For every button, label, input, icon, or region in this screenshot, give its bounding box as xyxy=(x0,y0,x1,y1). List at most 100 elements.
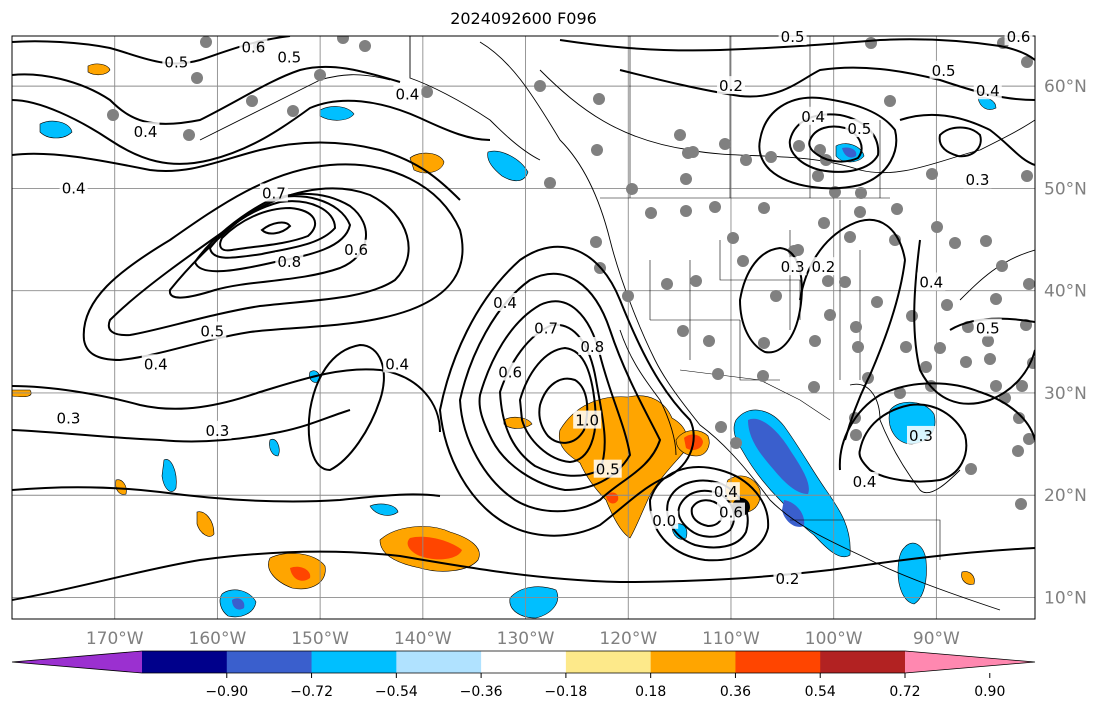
station-markers xyxy=(107,36,1035,510)
contour-label-background xyxy=(973,318,1002,337)
contour-label-background xyxy=(716,76,745,95)
contour-label-background xyxy=(778,27,807,46)
colorbar-segment xyxy=(396,651,482,673)
positive-anomaly-patch xyxy=(115,479,127,495)
contour-label: 0.2 xyxy=(776,570,800,588)
colorbar-over-triangle xyxy=(905,651,1035,673)
contour-label-background xyxy=(711,482,740,501)
contour-label-background xyxy=(716,502,745,521)
negative-anomaly-patch xyxy=(897,542,927,605)
contour-label: 0.6 xyxy=(498,364,522,382)
map-gridlines xyxy=(12,36,1035,619)
colorbar-segment xyxy=(565,651,652,673)
negative-anomaly-patch xyxy=(161,459,177,492)
negative-anomaly-patch xyxy=(369,503,399,516)
isolines xyxy=(12,36,1035,601)
contour-label-background xyxy=(59,178,88,197)
colorbar-tick-label: −0.72 xyxy=(290,684,333,700)
contour-label-background xyxy=(778,257,807,276)
longitude-label: 170°W xyxy=(86,629,144,649)
map-title: 2024092600 F096 xyxy=(450,9,597,28)
contour-label: 0.5 xyxy=(847,120,871,138)
contour-label: 0.5 xyxy=(932,62,956,80)
contour-label-background xyxy=(275,252,304,271)
colorbar-tick-label: 0.54 xyxy=(805,684,836,700)
colorbar-segment xyxy=(735,651,821,673)
negative-anomaly-patch xyxy=(232,598,245,610)
colorbar-tick-label: −0.18 xyxy=(544,684,587,700)
contour-label: 0.2 xyxy=(811,258,835,276)
contour-label: 0.3 xyxy=(966,171,990,189)
negative-anomaly-patch xyxy=(269,438,280,457)
contour-label: 0.4 xyxy=(62,179,86,197)
longitude-labels: 170°W 160°W 150°W 140°W 130°W 120°W 110°W 100°W… xyxy=(86,629,960,649)
colorbar-under-triangle xyxy=(12,651,142,673)
contour-label-background xyxy=(809,257,838,276)
contour-label-background xyxy=(275,47,304,66)
contour-label-background xyxy=(342,239,371,258)
contour-label-background xyxy=(799,106,828,125)
contour-label-background xyxy=(650,510,679,529)
contour-label: 0.5 xyxy=(277,48,301,66)
contour-label: 0.4 xyxy=(801,108,825,126)
negative-anomaly-patch xyxy=(487,150,529,182)
contour-label: 0.3 xyxy=(781,258,805,276)
longitude-label: 130°W xyxy=(497,629,555,649)
longitude-label: 120°W xyxy=(599,629,657,649)
contour-labels: 0.5 0.6 0.5 0.4 0.4 0.4 0.7 0.8 0.6 0.5 0.4 0.4 0.3 0… xyxy=(54,27,1033,588)
contour-label: 0.4 xyxy=(134,123,158,141)
contour-label: 0.4 xyxy=(853,473,877,491)
contour-label: 0.3 xyxy=(205,422,229,440)
contour-label-background xyxy=(850,471,879,490)
negative-anomaly-patch xyxy=(319,106,355,121)
colorbar-tick-label: −0.54 xyxy=(375,684,418,700)
longitude-label: 90°W xyxy=(913,629,960,649)
contour-label: 0.4 xyxy=(493,294,517,312)
latitude-label: 30°N xyxy=(1044,384,1087,404)
contour-label: 0.8 xyxy=(277,253,301,271)
colorbar-segment xyxy=(820,651,906,673)
longitude-label: 140°W xyxy=(394,629,452,649)
contour-label-background xyxy=(773,569,802,588)
latitude-label: 40°N xyxy=(1044,282,1087,302)
contour-label-background xyxy=(198,321,227,340)
colorbar-segment xyxy=(481,651,567,673)
positive-anomaly-patch xyxy=(87,63,111,76)
contour-label: 0.6 xyxy=(719,504,743,522)
contour-label: 0.6 xyxy=(1007,28,1031,46)
positive-anomaly-core xyxy=(407,536,462,560)
contour-label-background xyxy=(491,292,520,311)
contour-label-background xyxy=(203,420,232,439)
negative-anomaly-patch xyxy=(748,418,809,494)
colorbar-segment xyxy=(650,651,736,673)
contour-label-background xyxy=(845,119,874,138)
colorbar: −0.90 −0.72 −0.54 −0.36 −0.18 0.18 0.36 0.54 0.7… xyxy=(11,650,1036,700)
longitude-label: 160°W xyxy=(189,629,247,649)
longitude-label: 110°W xyxy=(702,629,760,649)
colorbar-tick-label: −0.90 xyxy=(205,684,248,700)
positive-anomaly-core xyxy=(290,566,311,581)
colorbar-segment xyxy=(311,651,397,673)
contour-label-background xyxy=(162,52,191,71)
longitude-label: 150°W xyxy=(291,629,349,649)
contour-label: 0.5 xyxy=(596,461,620,479)
longitude-label: 100°W xyxy=(805,629,863,649)
contour-label: 0.4 xyxy=(714,483,738,501)
contour-label-background xyxy=(532,318,561,337)
contour-label-background xyxy=(141,354,170,373)
negative-anomaly-patch xyxy=(39,120,73,139)
contour-label: 0.5 xyxy=(164,54,188,72)
contour-label-background xyxy=(973,81,1002,100)
positive-anomaly-patch xyxy=(409,152,445,174)
latitude-label: 50°N xyxy=(1044,179,1087,199)
contour-label: 0.3 xyxy=(909,427,933,445)
contour-label-background xyxy=(593,459,622,478)
negative-anomaly-patch xyxy=(842,147,857,158)
colorbar-segment xyxy=(226,651,313,673)
contour-label: 0.4 xyxy=(385,355,409,373)
latitude-labels: 60°N 50°N 40°N 30°N 20°N 10°N xyxy=(1044,77,1087,608)
colorbar-tick-label: −0.36 xyxy=(460,684,503,700)
colorbar-tick-label: 0.90 xyxy=(974,684,1005,700)
positive-anomaly-patch xyxy=(503,416,533,429)
contour-label-background xyxy=(496,362,525,381)
